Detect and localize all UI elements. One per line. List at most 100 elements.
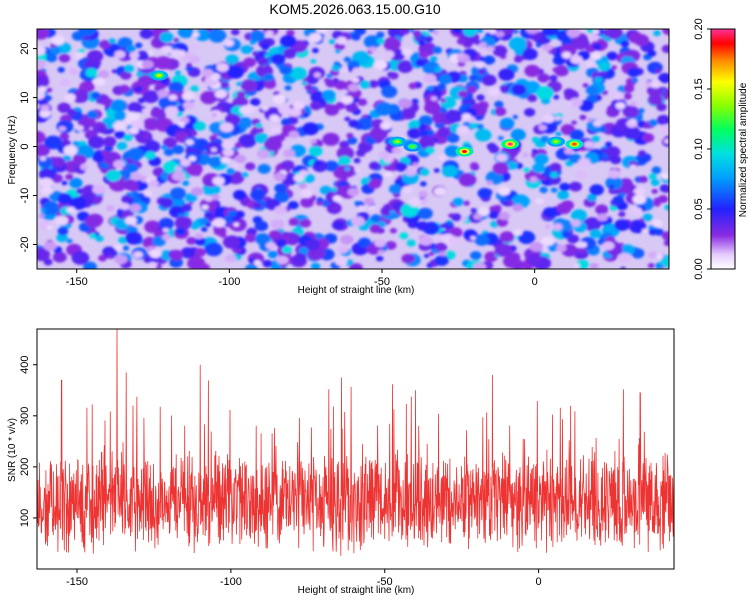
heatmap-cell [87,110,99,119]
heatmap-cell [622,105,639,118]
heatmap-cell [470,251,482,260]
heatmap-cell [293,174,305,183]
heatmap-cell [79,81,95,93]
heatmap-cell [46,53,58,63]
heatmap-cell [240,45,253,55]
heatmap-cell [213,226,227,236]
heatmap-cell [612,91,625,100]
heatmap-cell [131,120,145,130]
heatmap-cell [102,136,117,147]
heatmap-cell [498,136,504,141]
heatmap-cell [381,85,398,99]
heatmap-cell [373,60,388,70]
heatmap-cell [193,121,206,131]
heatmap-x-ticks: -150 -100 -50 0 [66,269,538,288]
heatmap-cell [128,127,139,135]
heatmap-cell [418,40,426,46]
heatmap-cell [51,35,65,46]
x-tick-label: -50 [377,576,393,588]
heatmap-cell [418,50,429,59]
heatmap-cell [269,114,280,122]
heatmap-cell [201,68,214,78]
heatmap-cell [180,158,191,167]
heatmap-cell [499,231,515,243]
heatmap-cell [45,87,53,93]
heatmap-cell [185,65,194,72]
heatmap-cell [201,204,209,210]
heatmap-cell [432,46,443,54]
heatmap-cell [204,195,213,202]
heatmap-cell [439,251,447,257]
heatmap-cell [651,219,663,228]
heatmap-cell [236,81,242,87]
heatmap-cell [629,164,637,170]
snr-frame [36,328,675,570]
heatmap-cell [303,112,309,118]
heatmap-cell [316,197,324,203]
heatmap-cell [508,37,527,51]
heatmap-cell [513,55,523,63]
heatmap-cell [216,63,229,72]
heatmap-cell [212,176,225,186]
heatmap-cell [629,118,637,125]
heatmap-cell [110,99,127,112]
hotspot-core [507,142,513,146]
heatmap-cell [107,254,114,259]
heatmap-cell [591,52,602,60]
heatmap-cell [352,67,361,74]
heatmap-cell [44,95,52,101]
heatmap-cell [40,185,54,195]
heatmap-cell [656,253,664,260]
heatmap-cell [120,71,132,80]
heatmap-cell [175,227,186,236]
heatmap-cell [113,121,126,131]
heatmap-cell [426,129,435,136]
heatmap-cell [456,125,470,135]
heatmap-cell [549,74,558,82]
heatmap-cell [273,172,286,182]
heatmap-cell [359,80,371,89]
heatmap-cell [468,74,477,82]
heatmap-cell [281,118,292,127]
heatmap-cell [648,119,658,127]
heatmap-cell [172,145,185,155]
heatmap-cell [331,187,338,193]
heatmap-cell [574,170,587,179]
heatmap-cell [74,52,84,59]
heatmap-cell [552,55,566,66]
heatmap-cell [252,51,259,57]
heatmap-cell [476,123,484,130]
heatmap-cell [401,48,413,56]
heatmap-cell [392,201,404,211]
heatmap-cell [460,216,468,222]
colorbar-label: Normalized spectral amplitude [738,82,749,217]
heatmap-cell [65,173,74,180]
heatmap-cell [278,105,292,115]
heatmap-cell [642,133,655,143]
heatmap-cell [312,47,319,54]
heatmap-cell [39,156,47,161]
heatmap-cell [287,201,299,210]
heatmap-cell [401,185,413,194]
heatmap-cell [66,206,76,214]
heatmap-cell [157,89,169,98]
heatmap-cell [240,79,258,92]
heatmap-cell [37,75,50,88]
heatmap-cell [85,68,98,78]
heatmap-cell [141,60,154,69]
heatmap-cell [185,162,203,176]
heatmap-cell [343,186,350,192]
heatmap-cell [661,172,669,180]
heatmap-cell [140,77,151,86]
heatmap-cell [250,98,261,107]
heatmap-cell [434,66,442,73]
heatmap-cell [331,220,344,230]
heatmap-cell [412,162,419,167]
heatmap-cell [114,254,128,265]
heatmap-cell [508,192,515,198]
heatmap-cell [424,64,435,73]
heatmap-cell [281,246,292,254]
heatmap-cell [469,122,479,129]
